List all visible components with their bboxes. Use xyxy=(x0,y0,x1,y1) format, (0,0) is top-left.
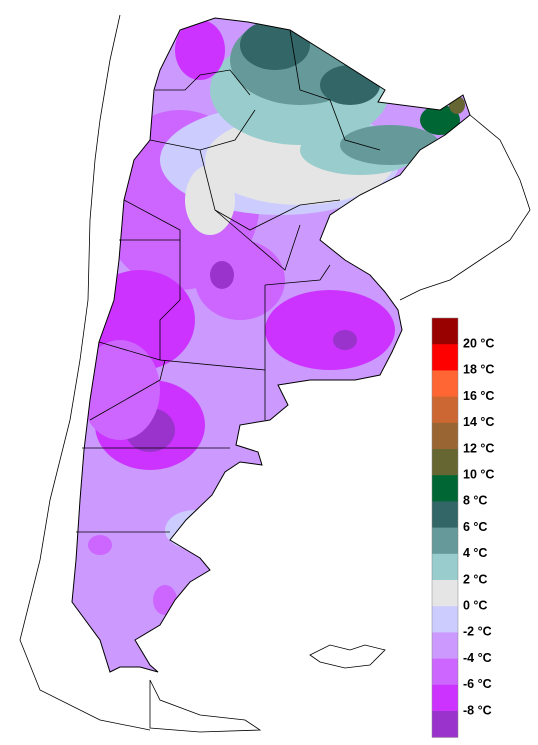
legend-swatch xyxy=(432,422,458,450)
legend-label: 10 °C xyxy=(463,467,494,481)
legend-swatch xyxy=(432,527,458,555)
legend-swatch xyxy=(432,449,458,476)
legend-swatch xyxy=(432,658,458,686)
neighbor-outlines xyxy=(19,14,531,733)
legend-label: -4 °C xyxy=(463,651,492,665)
legend-label: 4 °C xyxy=(463,546,487,560)
legend-label: 18 °C xyxy=(463,363,494,377)
legend-label: 2 °C xyxy=(463,572,487,586)
legend-label: 0 °C xyxy=(463,598,487,612)
legend-label: 8 °C xyxy=(463,494,487,508)
legend-label: 16 °C xyxy=(463,389,494,403)
legend-swatch xyxy=(432,370,458,398)
legend-swatch xyxy=(432,684,458,712)
temperature-fill xyxy=(72,18,470,672)
legend-label: -6 °C xyxy=(463,677,492,691)
legend-swatch xyxy=(432,396,458,424)
legend-label: -2 °C xyxy=(463,625,492,639)
province-borders xyxy=(76,29,381,533)
legend-swatch xyxy=(432,711,458,738)
legend-label: 20 °C xyxy=(463,336,494,350)
legend-swatch xyxy=(432,344,458,371)
legend-swatch xyxy=(432,632,458,660)
legend-swatch xyxy=(432,318,458,345)
legend-swatch xyxy=(432,606,458,633)
legend-frame xyxy=(431,317,459,738)
legend-label: 14 °C xyxy=(463,415,494,429)
legend-label: 12 °C xyxy=(463,441,494,455)
legend-swatch xyxy=(432,475,458,502)
legend-label: 6 °C xyxy=(463,520,487,534)
legend-swatch xyxy=(432,553,458,581)
legend-swatch xyxy=(432,501,458,529)
legend: 20 °C 18 °C 16 °C 14 °C 12 °C 10 °C 8 °C 6 °C 4 … xyxy=(431,317,494,738)
legend-swatch xyxy=(432,580,458,607)
legend-label: -8 °C xyxy=(463,703,492,717)
